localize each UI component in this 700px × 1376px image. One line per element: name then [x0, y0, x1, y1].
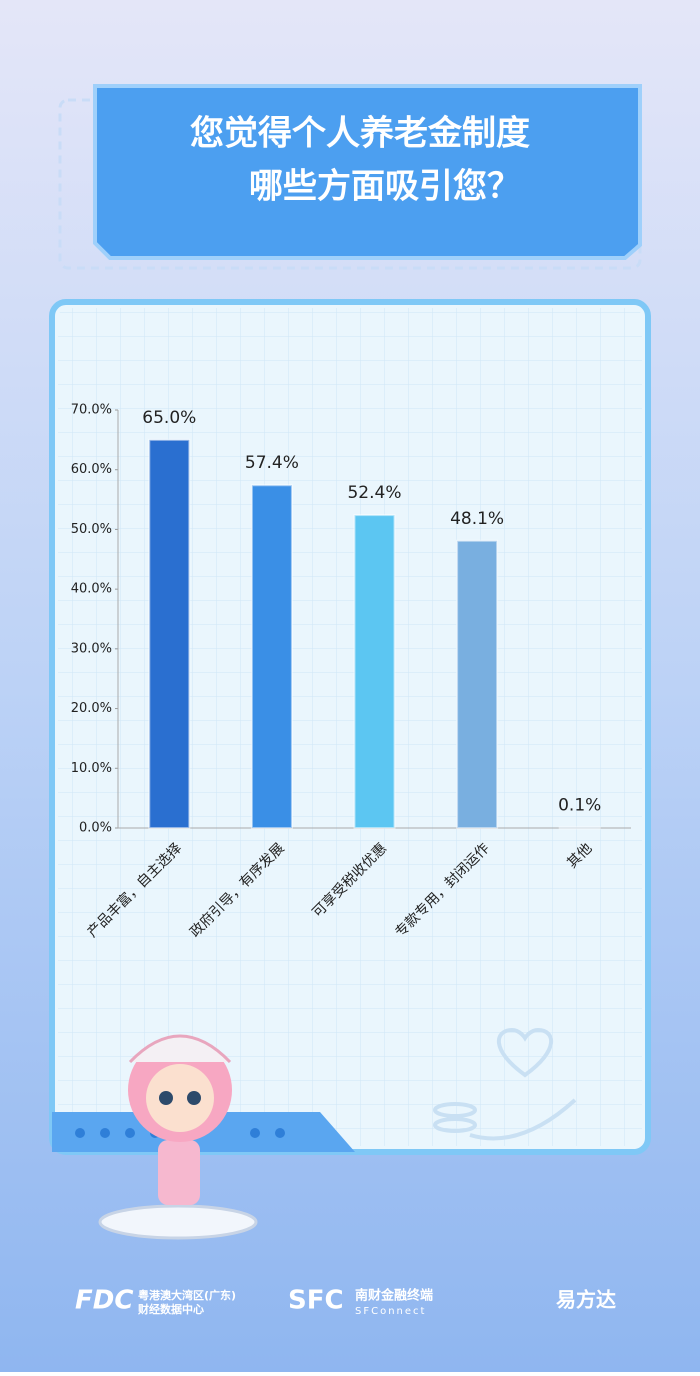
mascot	[98, 1034, 258, 1240]
bar	[456, 539, 499, 829]
y-tick-label: 0.0%	[79, 821, 112, 836]
title-banner	[93, 84, 642, 260]
sfc-name: 南财金融终端	[355, 1288, 433, 1304]
value-label: 57.4%	[245, 453, 299, 473]
bar	[250, 484, 293, 829]
y-tick-label: 30.0%	[71, 641, 112, 656]
footer: FDC 粤港澳大湾区(广东) 财经数据中心 SFC 南财金融终端 SFConne…	[75, 1286, 616, 1318]
heart-hand-icon	[433, 1027, 577, 1141]
fdc-name: 粤港澳大湾区(广东)	[138, 1288, 236, 1302]
value-label: 65.0%	[142, 408, 196, 428]
title-line: 哪些方面吸引您？	[249, 167, 521, 207]
value-label: 48.1%	[450, 509, 504, 529]
value-label: 52.4%	[347, 483, 401, 503]
y-tick-label: 10.0%	[71, 761, 112, 776]
sfc-en: SFConnect	[355, 1306, 426, 1317]
sfc-logo: SFC	[288, 1286, 344, 1316]
y-tick-label: 20.0%	[71, 701, 112, 716]
bar	[353, 514, 396, 830]
bar	[148, 438, 191, 829]
y-tick-label: 70.0%	[71, 403, 112, 418]
y-tick-label: 50.0%	[71, 522, 112, 537]
y-tick-label: 60.0%	[71, 462, 112, 477]
title-line: 您觉得个人养老金制度	[190, 114, 530, 154]
y-tick-label: 40.0%	[71, 582, 112, 597]
bar	[558, 826, 601, 830]
value-label: 0.1%	[558, 795, 601, 815]
panel-grid	[58, 308, 642, 1146]
fdc-logo: FDC	[75, 1286, 133, 1316]
efund-logo: 易方达	[556, 1288, 616, 1312]
fdc-name: 财经数据中心	[137, 1302, 204, 1316]
